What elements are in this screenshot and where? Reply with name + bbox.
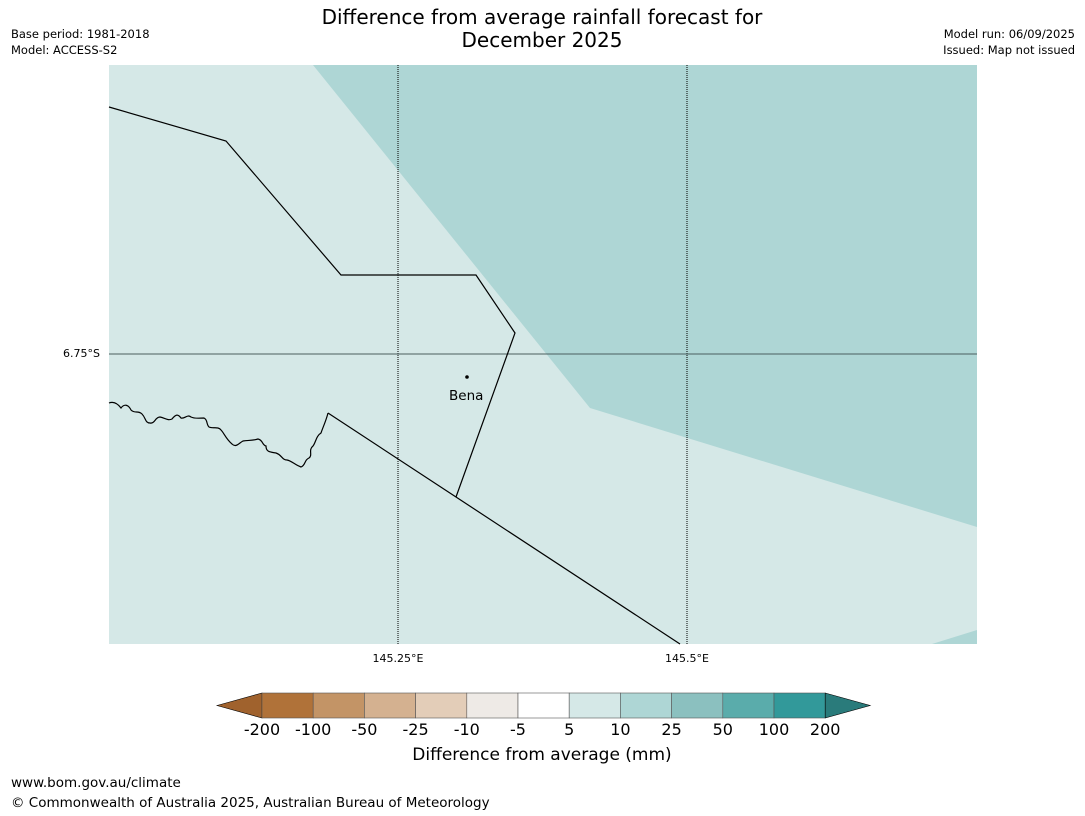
district-boundary-north: [108, 106, 516, 498]
colorbar-tick-label: -5: [510, 720, 526, 739]
lon-tick-label-145-25: 145.25°E: [372, 652, 424, 665]
colorbar-extend-low: [215, 692, 263, 719]
colorbar-tick-label: 100: [758, 720, 790, 739]
footer-url[interactable]: www.bom.gov.au/climate: [11, 775, 181, 791]
place-label-bena: Bena: [449, 388, 484, 404]
colorbar-tick-label: 200: [809, 720, 841, 739]
colorbar-segment-6: [517, 692, 570, 719]
colorbar-tick-label: 5: [564, 720, 575, 739]
issued-text: Issued: Map not issued: [943, 43, 1075, 57]
title-line-2: December 2025: [461, 28, 623, 52]
model-text: Model: ACCESS-S2: [11, 43, 118, 57]
bena-marker: [465, 375, 469, 379]
base-period-text: Base period: 1981-2018: [11, 27, 150, 41]
colorbar-tick-label: -50: [351, 720, 378, 739]
rainfall-band-10-25-corner: [932, 630, 977, 644]
colorbar-segment-4: [415, 692, 468, 719]
colorbar-tick-label: -200: [243, 720, 281, 739]
colorbar-tick-label: 50: [712, 720, 733, 739]
colorbar-segment-10: [722, 692, 775, 719]
colorbar-segment-1: [261, 692, 314, 719]
title-line-1: Difference from average rainfall forecas…: [321, 5, 763, 29]
model-run-text: Model run: 06/09/2025: [943, 27, 1075, 41]
colorbar-tick-label: 25: [661, 720, 682, 739]
map-title: Difference from average rainfall forecas…: [242, 6, 842, 52]
colorbar-segment-9: [671, 692, 724, 719]
rainfall-band-10-25: [313, 65, 977, 527]
colorbar-tick-label: -25: [402, 720, 429, 739]
district-boundary-south: [327, 412, 681, 645]
colorbar-segment-5: [466, 692, 519, 719]
colorbar-tick-label: -10: [453, 720, 480, 739]
colorbar-tick-label: -100: [295, 720, 332, 739]
colorbar-segment-11: [773, 692, 826, 719]
colorbar-tick-label: 10: [610, 720, 631, 739]
lat-tick-label: 6.75°S: [63, 347, 100, 360]
colorbar-extend-high: [824, 692, 872, 719]
lon-tick-label-145-5: 145.5°E: [665, 652, 709, 665]
colorbar-segment-3: [364, 692, 416, 719]
colorbar-title: Difference from average (mm): [412, 745, 672, 765]
colorbar-segment-7: [568, 692, 621, 719]
colorbar-segment-8: [620, 692, 672, 719]
river-coastline: [108, 401, 329, 468]
footer-copyright: © Commonwealth of Australia 2025, Austra…: [11, 795, 490, 811]
colorbar-segment-2: [312, 692, 365, 719]
